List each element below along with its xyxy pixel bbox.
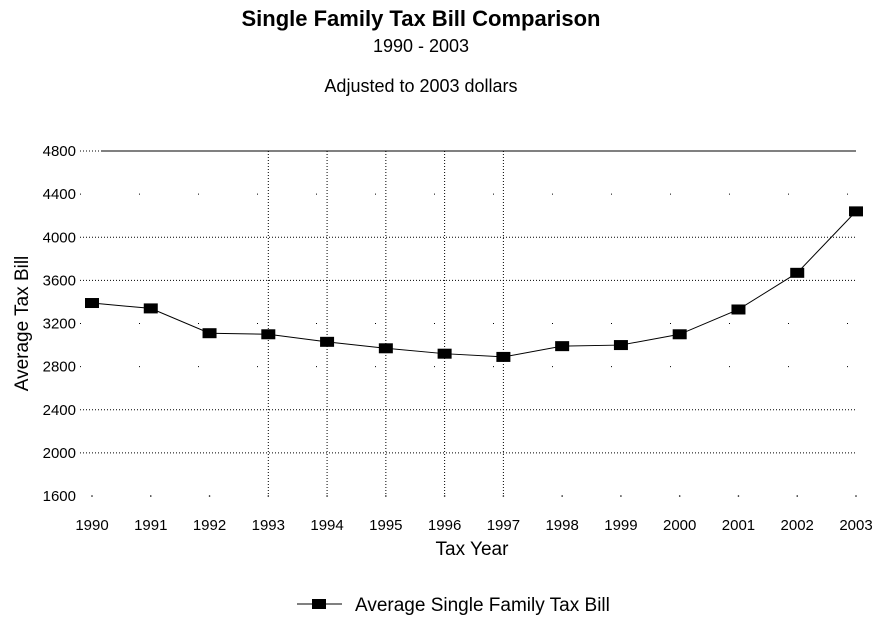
data-point — [320, 336, 335, 347]
data-point — [672, 329, 687, 340]
y-tick-label: 2400 — [43, 402, 76, 419]
grid-dot — [385, 495, 387, 497]
x-tick-label: 1990 — [75, 517, 108, 534]
grid-dot — [267, 495, 270, 497]
grid-dot — [502, 495, 505, 497]
data-point — [261, 329, 276, 340]
y-tick-label: 1600 — [43, 488, 76, 505]
grid-dot — [91, 495, 93, 497]
data-point — [85, 298, 99, 309]
x-tick-label: 2001 — [722, 517, 755, 534]
data-point — [496, 351, 511, 362]
grid-dot — [443, 495, 446, 497]
grid-dot — [620, 495, 622, 497]
legend: Average Single Family Tax Bill — [297, 595, 610, 616]
data-point — [143, 303, 158, 314]
x-tick-label: 1997 — [487, 517, 520, 534]
grid-dot — [737, 495, 740, 497]
x-tick-label: 1996 — [428, 517, 461, 534]
x-tick-label: 1994 — [310, 517, 343, 534]
grid-dot — [678, 495, 681, 497]
x-tick-label: 1998 — [545, 517, 578, 534]
x-tick-labels: 1990 1991 1992 1993 1994 1995 1996 1997 1998 1999… — [75, 517, 872, 534]
data-point — [613, 340, 628, 351]
data-point — [849, 206, 863, 217]
x-tick-label: 1992 — [193, 517, 226, 534]
grid-dot — [561, 495, 563, 497]
y-tick-labels: 1600 2000 2400 2800 3200 3600 4000 4400 4800 — [43, 143, 76, 505]
grid-dot — [208, 495, 211, 497]
data-point — [555, 341, 570, 352]
grid-dot — [149, 495, 152, 497]
x-tick-label: 2000 — [663, 517, 696, 534]
x-tick-label: 1999 — [604, 517, 637, 534]
data-point — [202, 328, 217, 339]
chart-title: Single Family Tax Bill Comparison — [241, 6, 601, 31]
data-point — [790, 267, 805, 278]
x-axis-label: Tax Year — [436, 539, 510, 560]
y-tick-label: 4000 — [43, 229, 76, 246]
x-tick-label: 1995 — [369, 517, 402, 534]
chart-subtitle: 1990 - 2003 — [372, 36, 470, 56]
y-tick-label: 4400 — [43, 186, 76, 203]
data-point — [437, 348, 452, 359]
x-tick-label: 1993 — [252, 517, 285, 534]
x-tick-label: 1991 — [134, 517, 167, 534]
y-tick-label: 2000 — [43, 445, 76, 462]
chart-note: Adjusted to 2003 dollars — [324, 76, 518, 96]
legend-marker — [312, 599, 326, 609]
x-tick-label: 2003 — [839, 517, 872, 534]
grid-dot — [796, 495, 799, 497]
y-tick-label: 3200 — [43, 316, 76, 333]
legend-label: Average Single Family Tax Bill — [355, 595, 610, 616]
x-tick-label: 2002 — [781, 517, 814, 534]
y-tick-label: 2800 — [43, 359, 76, 376]
series-line — [91, 211, 857, 358]
y-tick-label: 3600 — [43, 272, 76, 289]
data-point — [378, 343, 393, 354]
grid-lines — [80, 150, 857, 497]
grid-dot — [855, 495, 857, 497]
series-group — [85, 206, 863, 362]
y-axis-label: Average Tax Bill — [12, 256, 33, 392]
grid-dot — [326, 495, 328, 497]
y-tick-label: 4800 — [43, 143, 76, 160]
data-point — [731, 304, 746, 315]
